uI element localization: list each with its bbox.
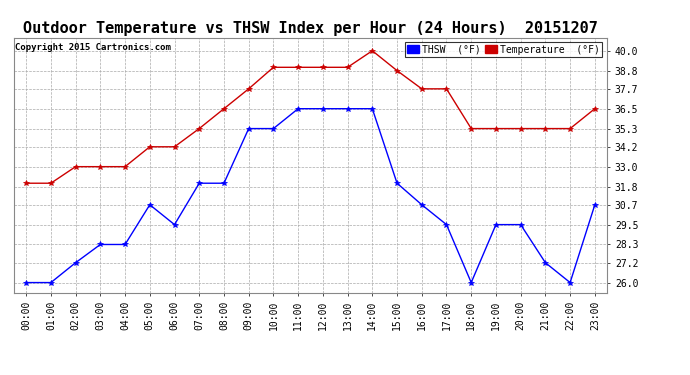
Text: Copyright 2015 Cartronics.com: Copyright 2015 Cartronics.com — [15, 43, 171, 52]
Title: Outdoor Temperature vs THSW Index per Hour (24 Hours)  20151207: Outdoor Temperature vs THSW Index per Ho… — [23, 21, 598, 36]
Legend: THSW  (°F), Temperature  (°F): THSW (°F), Temperature (°F) — [405, 42, 602, 57]
